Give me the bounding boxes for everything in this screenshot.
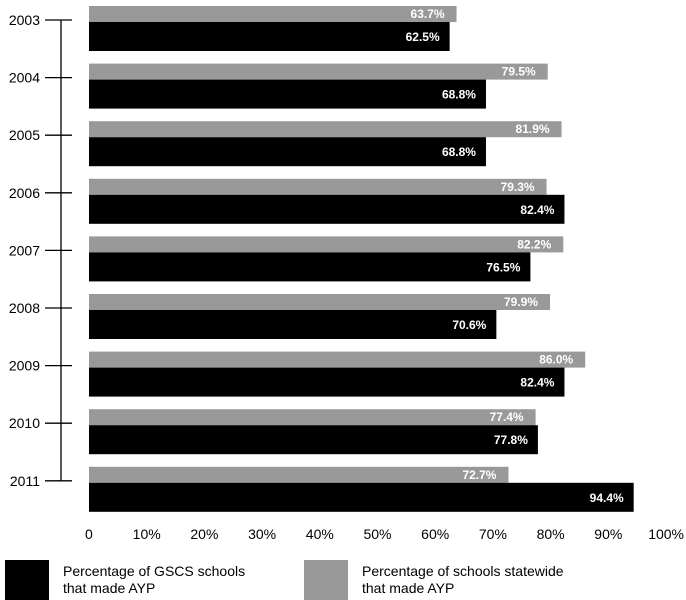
data-label-gscs: 70.6% [452, 318, 486, 332]
y-tick-label: 2008 [9, 300, 40, 316]
x-axis: 0 10% 20% 30% 40% 50% 60% 70% 80% 90% 100% [85, 526, 684, 542]
x-tick-label: 20% [190, 526, 218, 542]
data-label-statewide: 63.7% [411, 7, 445, 21]
y-tick-label: 2011 [10, 473, 40, 489]
data-label-statewide: 82.2% [517, 237, 551, 251]
data-label-gscs: 94.4% [590, 491, 624, 505]
y-tick-label: 2006 [9, 185, 40, 201]
bar-gscs [89, 252, 531, 282]
x-tick-label: 30% [248, 526, 276, 542]
bar-gscs [89, 310, 497, 339]
legend-label-statewide: Percentage of schools statewide that mad… [362, 563, 564, 596]
data-label-statewide: 79.5% [502, 65, 536, 79]
data-label-statewide: 79.9% [504, 295, 538, 309]
y-tick-label: 2009 [9, 358, 40, 374]
x-tick-label: 90% [594, 526, 622, 542]
y-axis: 2003 2004 2005 2006 2007 2008 2009 2010 2011 [9, 12, 72, 489]
bar-chart: 2003 2004 2005 2006 2007 2008 2009 2010 2011 63.… [9, 6, 684, 542]
data-label-statewide: 72.7% [462, 468, 496, 482]
x-tick-label: 10% [133, 526, 161, 542]
data-labels: 63.7% 62.5% 79.5% 68.8% 81.9% 68.8% 79.3% 82.4%… [406, 7, 624, 505]
x-tick-label: 70% [479, 526, 507, 542]
bar-gscs [89, 137, 486, 167]
data-label-gscs: 82.4% [520, 203, 554, 217]
bar-gscs [89, 22, 450, 51]
bar-gscs [89, 79, 486, 109]
x-tick-label: 50% [363, 526, 391, 542]
data-label-statewide: 86.0% [539, 353, 573, 367]
bar-statewide [89, 63, 548, 80]
data-label-gscs: 82.4% [520, 376, 554, 390]
bar-statewide [89, 236, 564, 253]
bar-statewide [89, 351, 586, 368]
x-tick-label: 0 [85, 526, 93, 542]
legend-swatch-statewide [304, 560, 348, 600]
bar-statewide [89, 294, 551, 310]
x-tick-label: 80% [537, 526, 565, 542]
x-tick-label: 60% [421, 526, 449, 542]
data-label-statewide: 81.9% [516, 122, 550, 136]
legend-item-gscs: Percentage of GSCS schools that made AYP [5, 560, 245, 600]
bars [89, 6, 634, 512]
bar-statewide [89, 121, 562, 138]
x-tick-label: 40% [306, 526, 334, 542]
bar-statewide [89, 6, 457, 22]
legend-swatch-gscs [5, 560, 49, 600]
data-label-gscs: 76.5% [486, 260, 520, 274]
y-tick-label: 2004 [9, 70, 40, 86]
bar-statewide [89, 466, 509, 483]
data-label-gscs: 68.8% [442, 88, 476, 102]
data-label-statewide: 77.4% [490, 410, 524, 424]
bar-gscs [89, 482, 634, 512]
bar-gscs [89, 367, 565, 397]
y-tick-label: 2010 [9, 415, 40, 431]
bar-gscs [89, 425, 538, 455]
bar-gscs [89, 194, 565, 224]
y-tick-label: 2003 [9, 12, 40, 28]
data-label-statewide: 79.3% [501, 180, 535, 194]
legend-item-statewide: Percentage of schools statewide that mad… [304, 560, 564, 600]
data-label-gscs: 77.8% [494, 433, 528, 447]
x-tick-label: 100% [648, 526, 684, 542]
y-tick-label: 2007 [9, 242, 40, 258]
y-tick-label: 2005 [9, 127, 40, 143]
bar-statewide [89, 409, 536, 426]
data-label-gscs: 62.5% [406, 30, 440, 44]
bar-statewide [89, 178, 547, 195]
legend-label-gscs: Percentage of GSCS schools that made AYP [63, 563, 246, 596]
data-label-gscs: 68.8% [442, 145, 476, 159]
